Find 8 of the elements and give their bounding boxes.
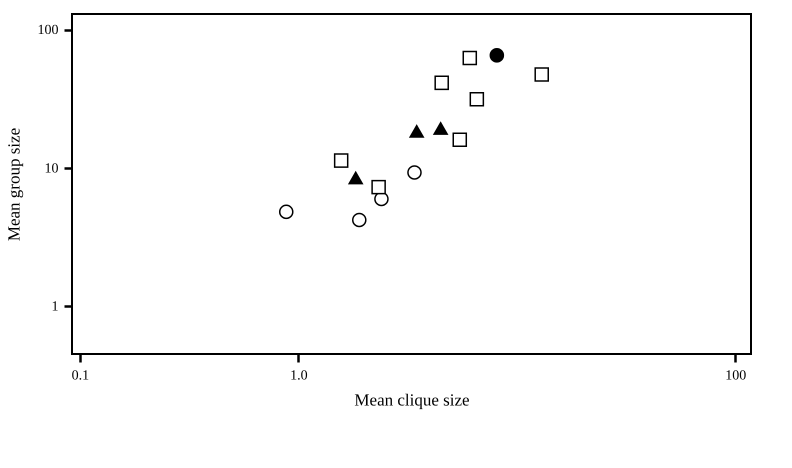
x-tick-label: 1.0 <box>290 368 308 384</box>
x-tick-label: 100 <box>725 368 746 384</box>
y-axis-title: Mean group size <box>4 128 24 242</box>
x-axis-title: Mean clique size <box>354 390 470 410</box>
y-tick-label: 10 <box>44 161 58 176</box>
y-tick-label: 100 <box>38 23 58 38</box>
x-tick-label: 0.1 <box>72 368 90 384</box>
y-tick-label: 1 <box>52 300 58 315</box>
